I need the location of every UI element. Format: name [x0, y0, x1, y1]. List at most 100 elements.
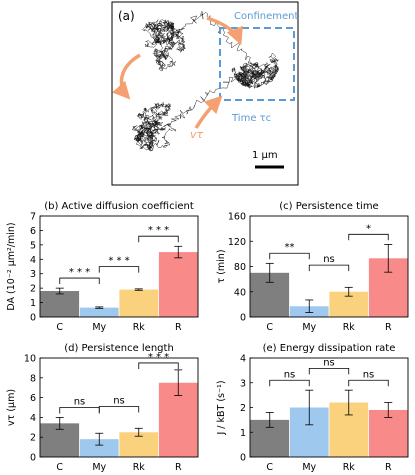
chart-title: (b) Active diffusion coefficient: [44, 201, 194, 212]
y-tick-label: 0: [240, 313, 246, 324]
y-axis-label: vτ (μm): [6, 389, 17, 426]
chart-energy-dissipation: (e) Energy dissipation rate C My Rk Rns ns ns 0…: [216, 343, 409, 473]
trajectory-excursion: [156, 104, 196, 131]
chart-title: (c) Persistence time: [279, 201, 378, 212]
bar-rk: [119, 289, 159, 317]
velocity-label: vτ: [190, 128, 204, 141]
panel-a: (a) Confinement Time τc vτ 1 μm: [111, 1, 299, 186]
error-bar: [134, 288, 143, 291]
significance-bracket: ns: [98, 396, 140, 413]
significance-label: ns: [74, 397, 86, 408]
x-tick-label: Rk: [133, 322, 146, 333]
x-tick-label: R: [385, 322, 392, 333]
bar-my: [79, 307, 119, 317]
trajectory-cluster: [231, 52, 279, 89]
significance-bracket: * * *: [138, 225, 179, 243]
error-bar: [55, 416, 64, 430]
significance-bracket: * * *: [59, 267, 100, 285]
error-bar: [384, 244, 393, 273]
y-tick-label: 6: [30, 226, 36, 237]
y-tick-label: 0: [240, 453, 246, 464]
error-bar: [305, 299, 314, 313]
significance-label: * * *: [108, 256, 129, 267]
y-tick-label: 7: [30, 212, 36, 223]
significance-label: ns: [113, 396, 125, 407]
significance-bracket: ns: [308, 357, 350, 375]
significance-label: *: [366, 223, 371, 234]
y-tick-label: 8: [30, 373, 36, 384]
chart-persistence-length: (d) Persistence length C My Rk Rns ns * * * 0 2 4…: [6, 343, 199, 473]
y-tick-label: 160: [228, 212, 246, 223]
y-tick-label: 6: [30, 393, 36, 404]
y-tick-label: 3: [240, 378, 246, 389]
significance-bracket: *: [348, 223, 389, 241]
plot-frame: [39, 357, 199, 458]
chart-title: (e) Energy dissipation rate: [263, 343, 396, 354]
bar-r: [368, 409, 408, 457]
significance-label: **: [285, 242, 295, 253]
y-tick-label: 3: [30, 269, 36, 280]
x-tick-label: R: [385, 462, 392, 473]
bar-c: [40, 291, 80, 317]
significance-label: ns: [323, 254, 335, 265]
x-tick-label: Rk: [343, 462, 356, 473]
y-tick-label: 1: [30, 298, 36, 309]
trajectory-excursion: [159, 11, 205, 46]
x-tick-label: My: [302, 462, 316, 473]
trajectory-cluster: [131, 101, 177, 152]
x-tick-label: Rk: [133, 462, 146, 473]
significance-label: * * *: [148, 352, 169, 363]
x-tick-label: My: [92, 322, 106, 333]
x-tick-label: R: [175, 322, 182, 333]
chart-active-diffusion: (b) Active diffusion coefficient C My Rk R * …: [6, 201, 199, 333]
y-tick-label: 4: [240, 354, 246, 365]
significance-bracket: ns: [348, 369, 389, 387]
error-bar: [265, 262, 274, 283]
significance-bracket: **: [269, 242, 310, 260]
confinement-box: [219, 27, 295, 101]
y-axis-label: J / kBT (s⁻¹): [216, 380, 227, 435]
confinement-label: Confinement: [234, 11, 298, 22]
error-bar: [384, 402, 393, 418]
error-bar: [55, 287, 64, 295]
bar-r: [158, 252, 198, 317]
x-tick-label: R: [175, 462, 182, 473]
x-tick-label: C: [56, 322, 63, 333]
significance-bracket: ns: [308, 254, 350, 272]
x-tick-label: My: [92, 462, 106, 473]
panel-a-label: (a): [118, 9, 135, 23]
error-bar: [344, 286, 353, 297]
y-axis-label: DA (10⁻² μm²/min): [6, 222, 17, 310]
y-axis-label: τ (min): [216, 249, 227, 283]
bar-my: [79, 439, 119, 457]
plot-frame: [39, 215, 199, 318]
chart-persistence-time: (c) Persistence time C My Rk R ** ns * 0 40 80 120 1…: [216, 201, 409, 333]
y-tick-label: 4: [30, 255, 36, 266]
trajectories: [131, 11, 279, 152]
x-tick-label: C: [266, 322, 273, 333]
y-tick-label: 4: [30, 413, 36, 424]
x-tick-label: C: [266, 462, 273, 473]
error-bar: [344, 389, 353, 416]
y-tick-label: 0: [30, 453, 36, 464]
error-bar: [95, 306, 104, 309]
significance-bracket: * * *: [138, 352, 179, 369]
time-label: Time τc: [231, 113, 271, 124]
significance-bracket: * * *: [98, 256, 140, 273]
error-bar: [174, 369, 183, 397]
trajectory-cluster: [142, 19, 186, 72]
significance-label: ns: [284, 369, 296, 380]
panel-a-frame: [111, 1, 299, 186]
error-bar: [265, 412, 274, 428]
y-tick-label: 2: [30, 433, 36, 444]
trajectory-excursion: [193, 62, 256, 108]
y-tick-label: 10: [24, 354, 36, 365]
error-bar: [305, 389, 314, 426]
significance-label: ns: [363, 369, 375, 380]
motion-arrow-top: [206, 16, 243, 46]
y-tick-label: 80: [234, 262, 246, 273]
trajectory-excursion: [204, 11, 258, 69]
y-tick-label: 40: [234, 287, 246, 298]
x-tick-label: Rk: [343, 322, 356, 333]
